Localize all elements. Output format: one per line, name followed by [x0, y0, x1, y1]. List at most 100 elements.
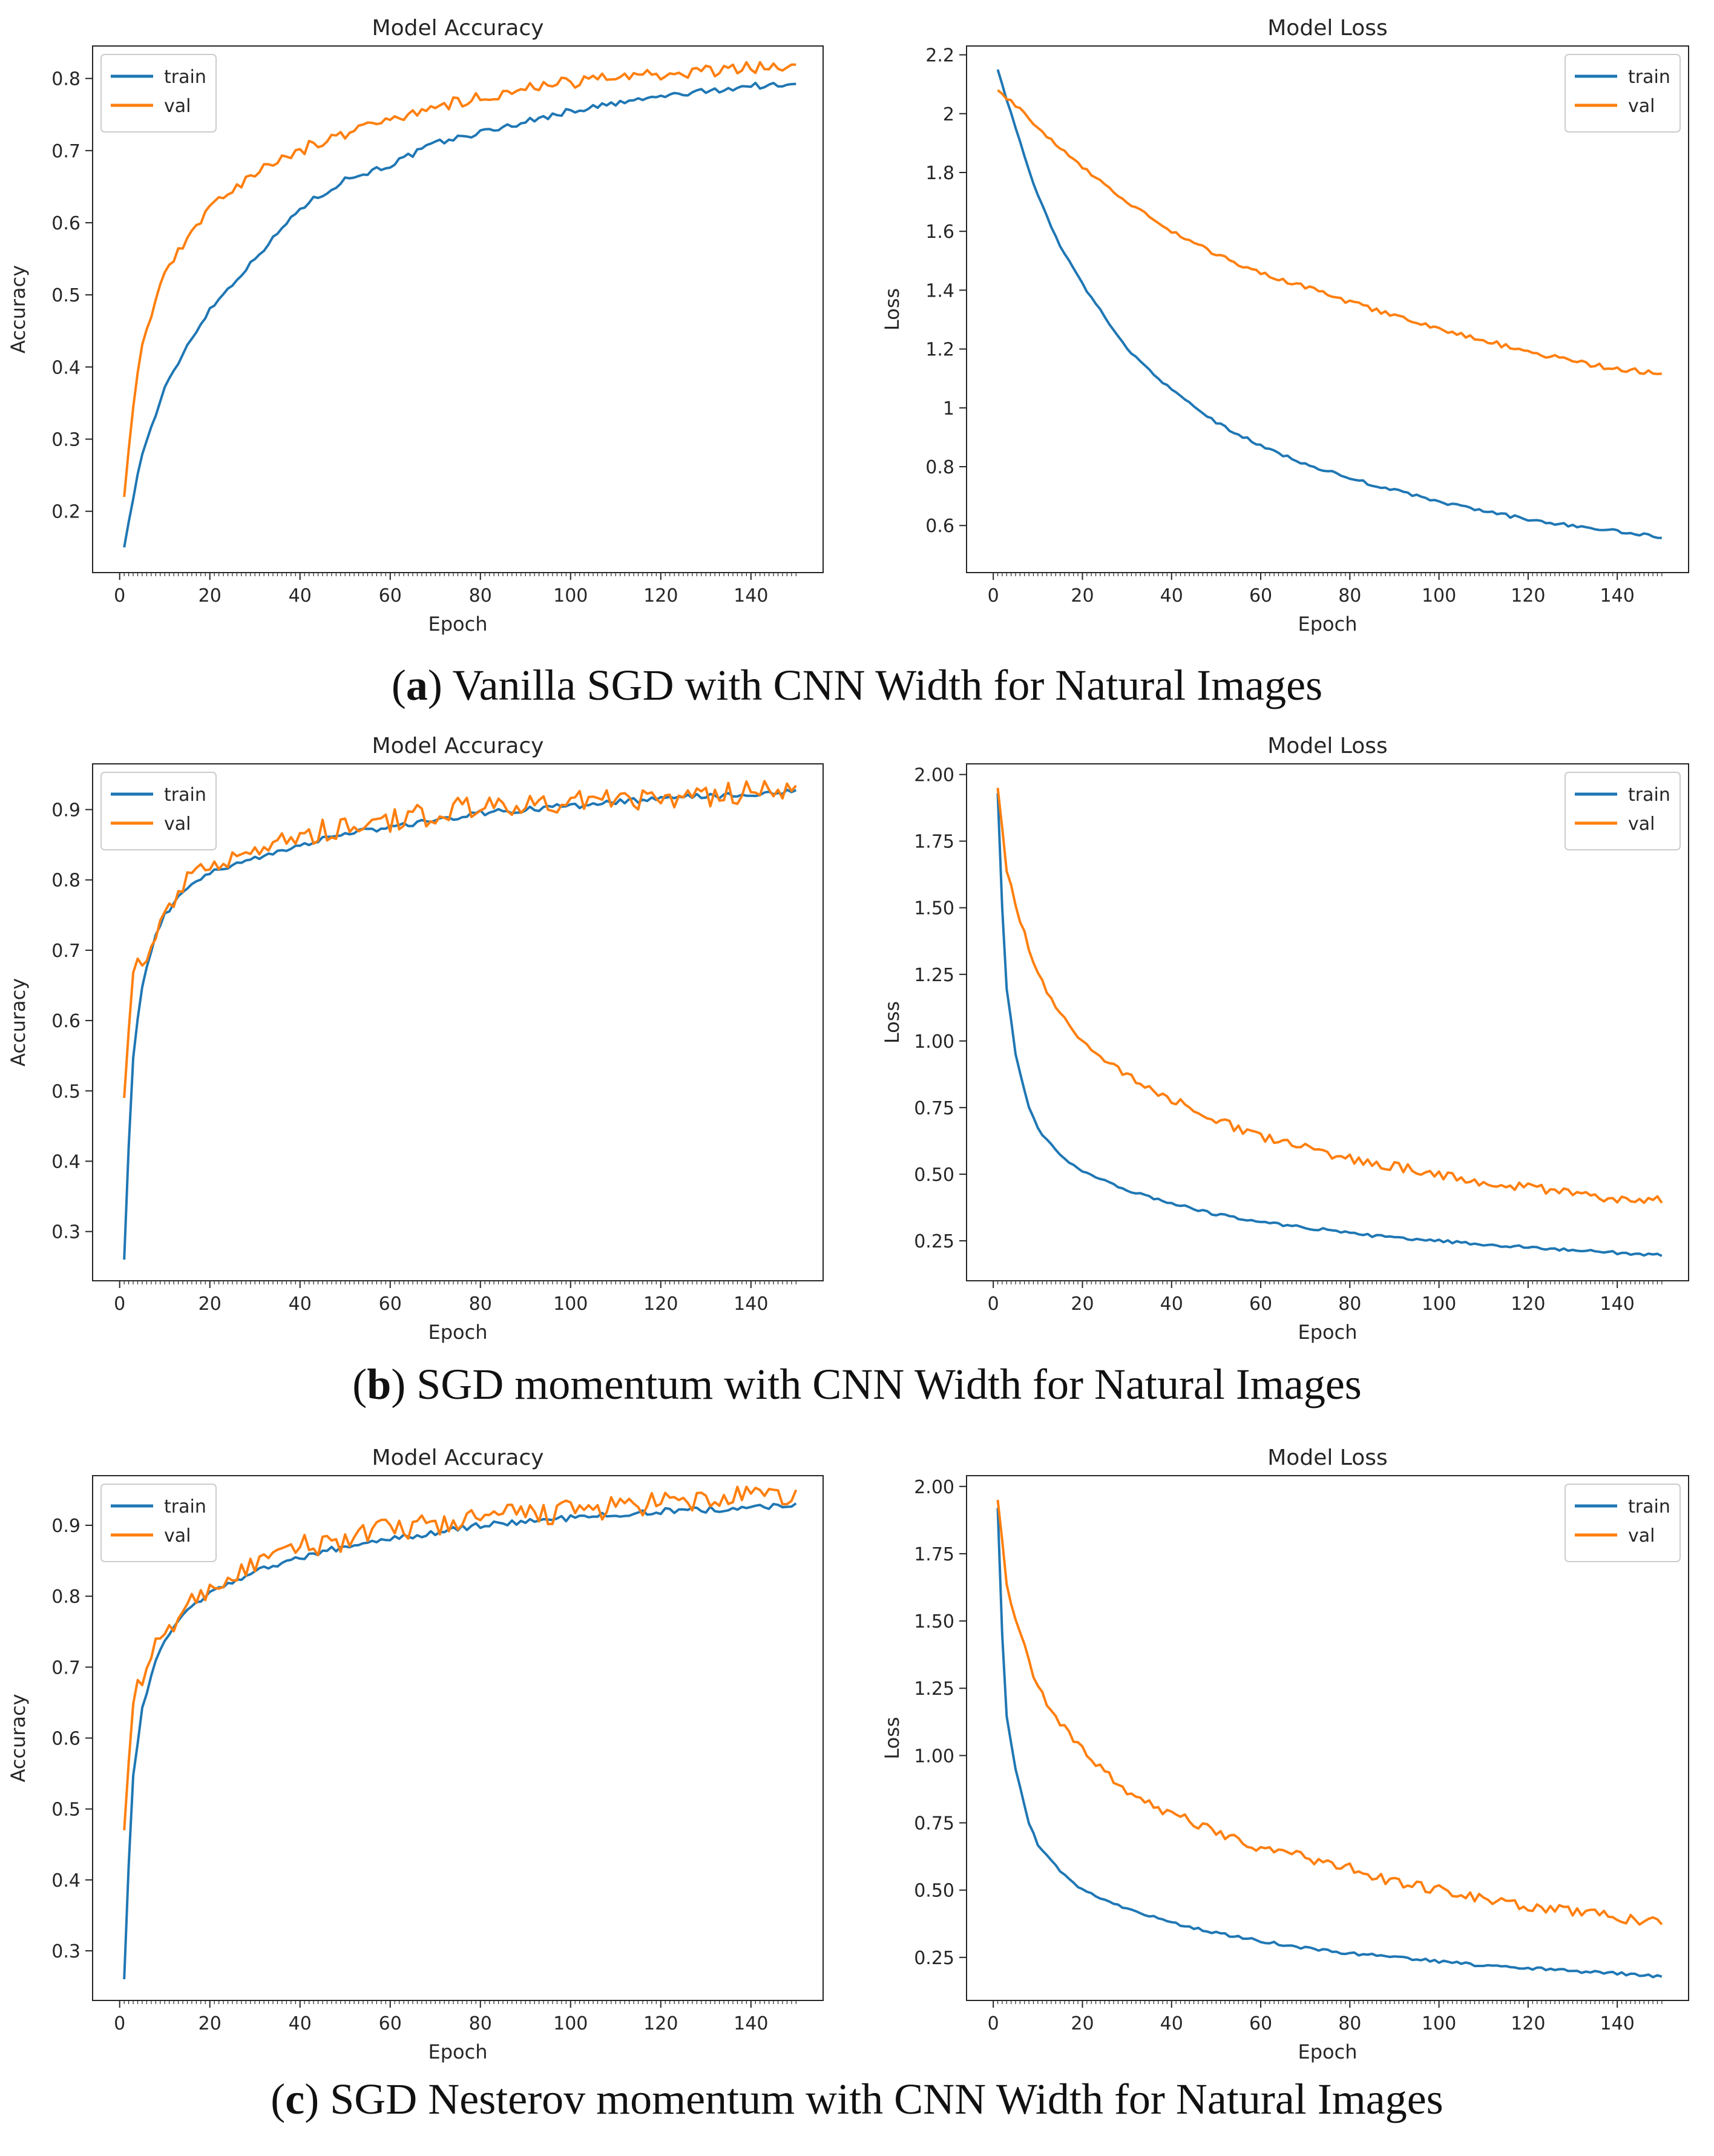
- x-tick-label: 100: [1422, 585, 1456, 606]
- x-tick-label: 20: [1071, 585, 1094, 606]
- y-tick-label: 2: [943, 104, 954, 125]
- x-tick-label: 0: [988, 2013, 999, 2034]
- x-tick-label: 80: [469, 1293, 492, 1315]
- x-tick-label: 40: [289, 585, 312, 606]
- x-tick-label: 0: [988, 1293, 999, 1315]
- x-tick-label: 140: [734, 585, 768, 606]
- x-tick-label: 20: [1071, 1293, 1094, 1315]
- legend: train val: [100, 54, 217, 133]
- x-axis-label: Epoch: [1298, 1321, 1358, 1344]
- x-tick-label: 40: [1160, 585, 1183, 606]
- x-tick-label: 40: [1160, 1293, 1183, 1315]
- legend-box: [1565, 772, 1681, 850]
- x-tick-label: 120: [643, 585, 678, 606]
- y-tick-label: 0.8: [51, 69, 80, 90]
- y-tick-label: 0.2: [51, 502, 80, 523]
- plot-frame: [92, 45, 824, 573]
- x-tick-label: 100: [1422, 2013, 1456, 2034]
- caption-b: (b) SGD momentum with CNN Width for Natu…: [352, 1360, 1362, 1408]
- y-tick-label: 0.4: [51, 1151, 80, 1172]
- y-tick-label: 1.25: [914, 965, 954, 986]
- x-tick-label: 120: [643, 1293, 678, 1315]
- x-tick-label: 20: [199, 2013, 222, 2034]
- x-tick-label: 120: [1511, 2013, 1545, 2034]
- y-tick-label: 0.6: [925, 516, 954, 537]
- y-tick-label: 0.9: [51, 800, 80, 821]
- y-tick-label: 0.5: [51, 1081, 80, 1102]
- y-tick-label: 0.75: [914, 1813, 954, 1835]
- legend-box: [100, 1484, 217, 1562]
- legend-label-val: val: [1628, 813, 1655, 835]
- y-axis-label: Accuracy: [7, 265, 30, 353]
- series-line-train: [996, 1508, 1663, 1979]
- legend-label-val: val: [1628, 1525, 1655, 1546]
- x-tick-label: 60: [1249, 585, 1272, 606]
- y-tick-label: 0.8: [925, 457, 954, 478]
- chart-title: Model Loss: [1267, 734, 1388, 758]
- y-tick-label: 1.6: [925, 222, 954, 243]
- legend: train val: [1565, 772, 1681, 850]
- series-line-train: [123, 788, 797, 1260]
- y-tick-label: 1.4: [925, 280, 954, 301]
- x-tick-label: 20: [199, 585, 222, 606]
- series-line-train: [996, 69, 1662, 539]
- legend-label-train: train: [164, 784, 206, 806]
- x-tick-label: 60: [1249, 2013, 1272, 2034]
- legend-box: [1565, 1484, 1681, 1562]
- caption-c: (c) SGD Nesterov momentum with CNN Width…: [271, 2075, 1443, 2123]
- y-tick-label: 1.00: [914, 1746, 954, 1767]
- series-line-train: [996, 793, 1663, 1257]
- x-tick-label: 80: [1338, 1293, 1361, 1315]
- legend-label-train: train: [1628, 784, 1670, 806]
- y-tick-label: 0.50: [914, 1881, 954, 1902]
- series-line-val: [996, 787, 1663, 1205]
- y-tick-label: 0.4: [51, 1870, 80, 1891]
- y-axis-label: Accuracy: [7, 1694, 30, 1782]
- x-tick-label: 40: [289, 1293, 312, 1315]
- caption-text: SGD momentum with CNN Width for Natural …: [406, 1360, 1362, 1408]
- caption-a: (a) Vanilla SGD with CNN Width for Natur…: [391, 661, 1323, 709]
- x-tick-label: 140: [1600, 585, 1635, 606]
- caption-letter: c: [285, 2075, 305, 2123]
- x-tick-label: 60: [379, 1293, 402, 1315]
- y-tick-label: 0.7: [51, 941, 80, 962]
- y-tick-label: 0.9: [51, 1516, 80, 1537]
- x-axis-label: Epoch: [428, 613, 488, 636]
- y-axis-label: Loss: [881, 1001, 904, 1043]
- x-axis-label: Epoch: [1298, 613, 1358, 636]
- x-tick-label: 100: [1422, 1293, 1456, 1315]
- y-tick-label: 0.7: [51, 1657, 80, 1678]
- y-tick-label: 2.00: [914, 765, 954, 786]
- legend: train val: [100, 1484, 217, 1562]
- y-tick-label: 0.3: [51, 430, 80, 451]
- y-tick-label: 0.3: [51, 1941, 80, 1962]
- y-tick-label: 1.50: [914, 1611, 954, 1632]
- chart-b-accuracy: 0 20 40 60 80 100 120 140 0.3 0.4 0.5 0.6 0.7 0.8 0.9 M…: [7, 734, 824, 1344]
- x-tick-label: 120: [1511, 585, 1545, 606]
- legend-box: [100, 772, 217, 850]
- x-tick-label: 80: [1338, 585, 1361, 606]
- x-tick-label: 20: [199, 1293, 222, 1315]
- x-tick-label: 80: [1338, 2013, 1361, 2034]
- legend: train val: [1565, 54, 1681, 133]
- x-tick-label: 20: [1071, 2013, 1094, 2034]
- legend-label-val: val: [164, 1525, 191, 1546]
- y-tick-label: 0.6: [51, 1729, 80, 1750]
- y-tick-label: 1.75: [914, 1544, 954, 1565]
- chart-title: Model Loss: [1267, 1445, 1388, 1470]
- chart-c-loss: 0 20 40 60 80 100 120 140 0.25 0.50 0.75 1.00 1.25 1.…: [881, 1445, 1689, 2063]
- x-tick-label: 120: [1511, 1293, 1545, 1315]
- y-tick-label: 1.75: [914, 832, 954, 853]
- x-tick-label: 40: [289, 2013, 312, 2034]
- x-axis-label: Epoch: [428, 2040, 488, 2063]
- y-tick-label: 2.00: [914, 1477, 954, 1498]
- legend-box: [100, 54, 217, 133]
- legend: train val: [1565, 1484, 1681, 1562]
- x-tick-label: 0: [114, 585, 125, 606]
- legend: train val: [100, 772, 217, 850]
- y-tick-label: 1.00: [914, 1031, 954, 1053]
- legend-label-val: val: [1628, 96, 1655, 117]
- y-tick-label: 0.5: [51, 1799, 80, 1821]
